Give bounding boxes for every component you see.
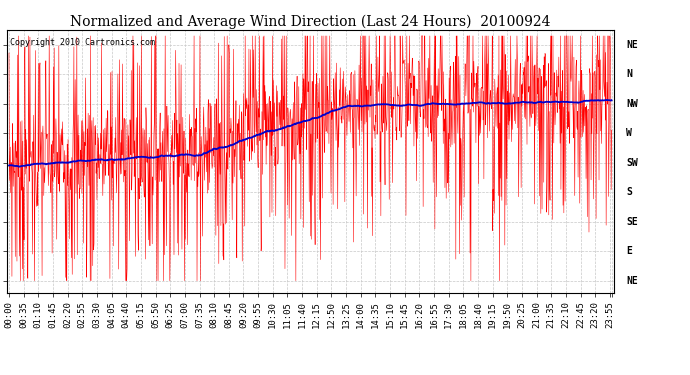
Title: Normalized and Average Wind Direction (Last 24 Hours)  20100924: Normalized and Average Wind Direction (L… — [70, 15, 551, 29]
Text: NE: NE — [627, 40, 638, 50]
Text: E: E — [627, 246, 632, 256]
Text: NW: NW — [627, 99, 638, 109]
Text: Copyright 2010 Cartronics.com: Copyright 2010 Cartronics.com — [10, 38, 155, 47]
Text: NE: NE — [627, 276, 638, 286]
Text: SW: SW — [627, 158, 638, 168]
Text: SE: SE — [627, 217, 638, 227]
Text: N: N — [627, 69, 632, 79]
Text: W: W — [627, 128, 632, 138]
Text: S: S — [627, 187, 632, 197]
